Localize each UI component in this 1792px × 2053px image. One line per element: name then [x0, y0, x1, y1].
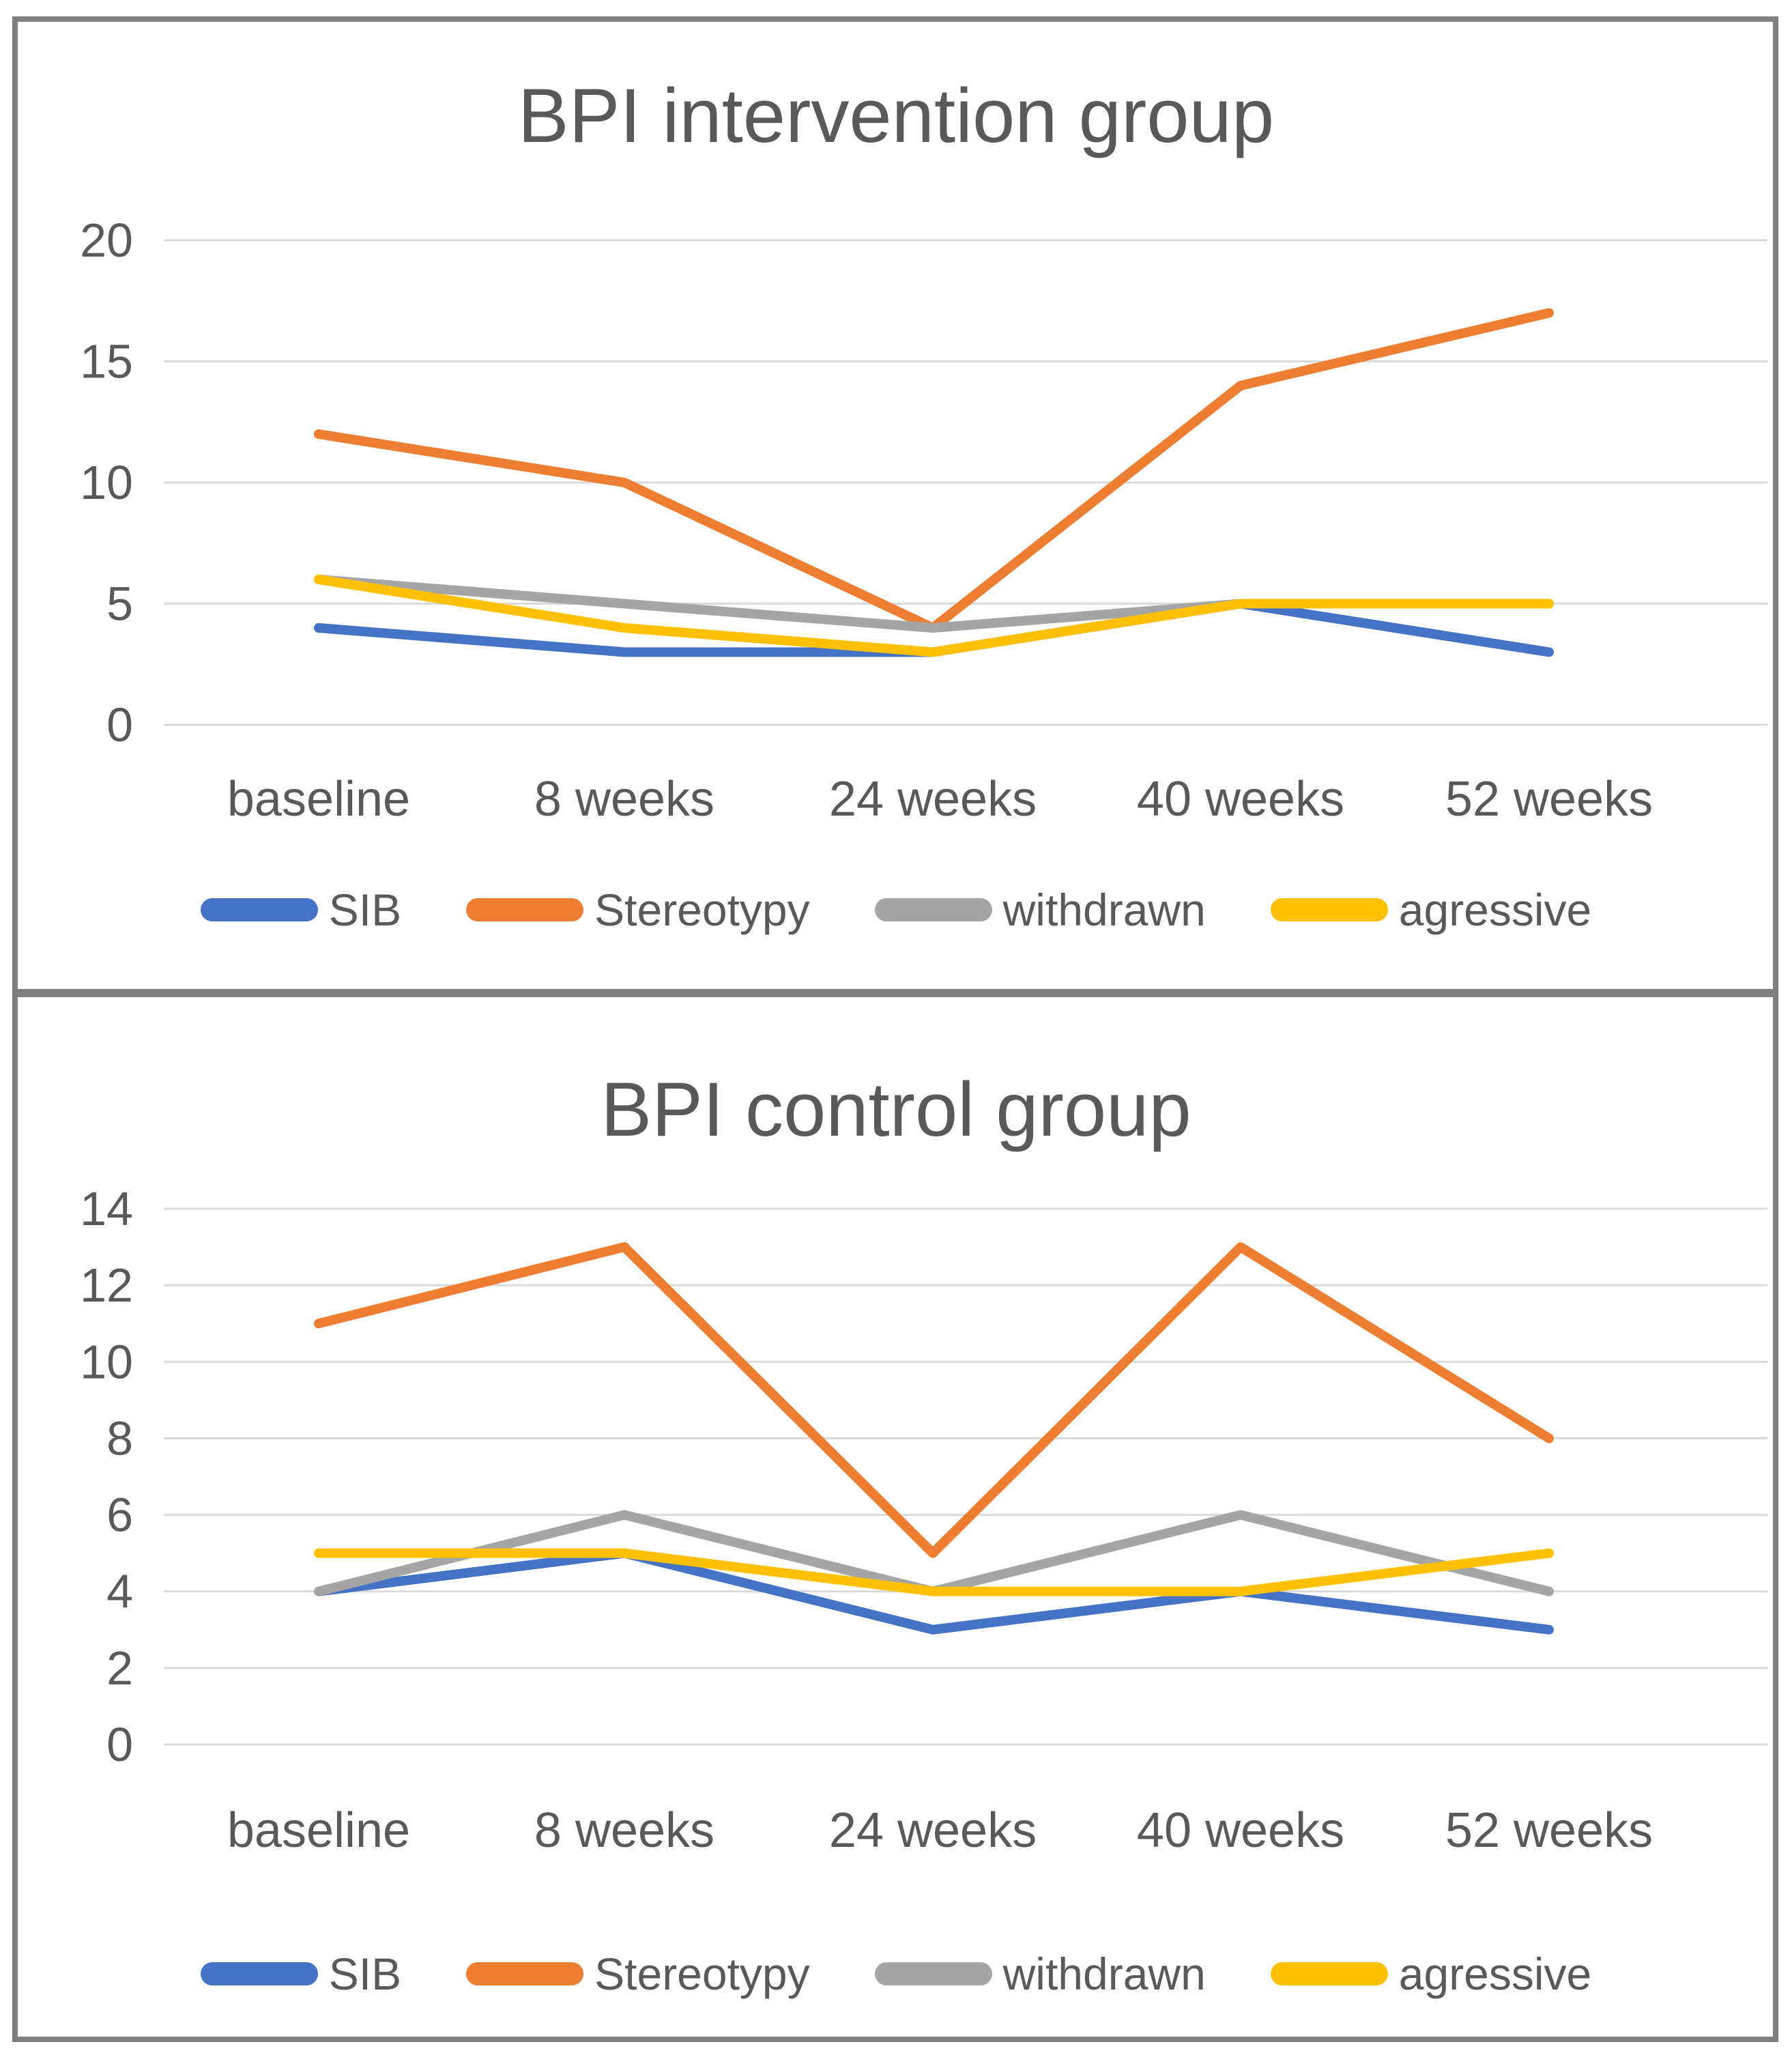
y-tick-label: 8 [106, 1411, 133, 1465]
y-tick-label: 5 [106, 577, 133, 631]
y-tick-label: 4 [106, 1565, 133, 1618]
x-tick-label: 52 weeks [1445, 772, 1653, 827]
x-tick-label: baseline [227, 1803, 410, 1858]
legend: SIB Stereotypy withdrawn agressive [0, 884, 1792, 936]
x-tick-label: 8 weeks [534, 1803, 714, 1858]
legend-label: agressive [1398, 1949, 1592, 1999]
legend-label: SIB [328, 885, 402, 935]
legend-label: agressive [1398, 885, 1592, 935]
series-line-stereotypy [314, 308, 1554, 633]
y-tick-label: 2 [106, 1641, 133, 1695]
x-tick-label: 52 weeks [1445, 1803, 1653, 1858]
intervention-chart-panel: BPI intervention group 0 5 10 15 20 baseline 8… [0, 0, 1792, 993]
series-line-agressive [314, 575, 1554, 657]
legend-label: withdrawn [1002, 1949, 1206, 1999]
y-tick-label: 0 [106, 698, 133, 751]
x-tick-label: baseline [227, 772, 410, 827]
legend-item-agressive: agressive [1270, 1948, 1592, 2000]
legend-swatch [200, 1962, 318, 1985]
chart-title: BPI intervention group [517, 73, 1275, 158]
legend-item-withdrawn: withdrawn [874, 1948, 1206, 2000]
y-tick-label: 20 [80, 214, 133, 267]
y-tick-label: 15 [80, 335, 133, 388]
control-chart-panel: BPI control group 0 2 4 6 8 10 12 14 baseline 8 w… [0, 997, 1792, 2041]
legend-item-agressive: agressive [1270, 884, 1592, 936]
y-tick-label: 10 [80, 1335, 133, 1388]
y-tick-label: 0 [106, 1718, 133, 1771]
control-chart: 0 2 4 6 8 10 12 14 baseline 8 weeks 24 weeks 40 wee… [80, 1182, 1767, 1858]
legend-label: SIB [328, 1949, 402, 1999]
legend-item-sib: SIB [200, 884, 402, 936]
legend-label: withdrawn [1002, 885, 1206, 935]
y-tick-label: 6 [106, 1489, 133, 1542]
legend: SIB Stereotypy withdrawn agressive [0, 1948, 1792, 2000]
legend-item-sib: SIB [200, 1948, 402, 2000]
y-tick-label: 12 [80, 1259, 133, 1312]
series-line-agressive [314, 1548, 1554, 1596]
x-tick-label: 24 weeks [829, 772, 1037, 827]
legend-label: Stereotypy [594, 885, 810, 935]
legend-swatch [466, 898, 584, 921]
legend-swatch [874, 1962, 992, 1985]
y-tick-label: 10 [80, 456, 133, 509]
figure-frame [12, 16, 1778, 2042]
legend-swatch [200, 898, 318, 921]
legend-item-stereotypy: Stereotypy [466, 884, 810, 936]
x-tick-label: 40 weeks [1137, 1803, 1344, 1858]
legend-item-withdrawn: withdrawn [874, 884, 1206, 936]
series-line-sib [314, 1548, 1554, 1635]
legend-item-stereotypy: Stereotypy [466, 1948, 810, 2000]
legend-swatch [1270, 1962, 1388, 1985]
legend-swatch [466, 1962, 584, 1985]
x-tick-label: 40 weeks [1137, 772, 1344, 827]
panel-divider [12, 989, 1778, 997]
series-line-stereotypy [314, 1242, 1554, 1558]
chart-title: BPI control group [601, 1067, 1191, 1152]
x-tick-label: 8 weeks [534, 772, 714, 827]
x-tick-label: 24 weeks [829, 1803, 1037, 1858]
legend-swatch [874, 898, 992, 921]
y-tick-label: 14 [80, 1182, 133, 1235]
legend-swatch [1270, 898, 1388, 921]
legend-label: Stereotypy [594, 1949, 810, 1999]
intervention-chart: 0 5 10 15 20 baseline 8 weeks 24 weeks 40 weeks 5… [80, 214, 1767, 827]
